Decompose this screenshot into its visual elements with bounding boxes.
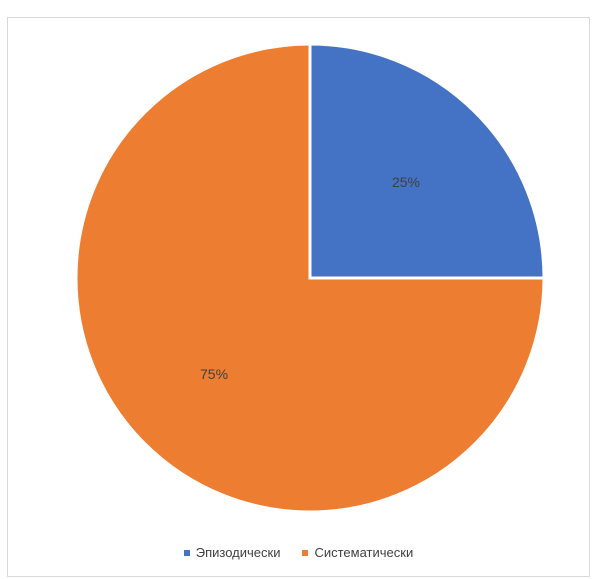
pie-slice-systematic: [74, 42, 546, 514]
chart-area: 25% 75% Эпизодически Систематически: [7, 17, 590, 577]
legend-swatch-systematic: [302, 549, 309, 556]
chart-legend: Эпизодически Систематически: [8, 545, 589, 560]
legend-label-episodic: Эпизодически: [195, 545, 281, 560]
legend-swatch-episodic: [183, 549, 190, 556]
pie-chart: 25% 75%: [74, 42, 546, 514]
data-label-episodic: 25%: [392, 174, 420, 190]
legend-item-episodic: Эпизодически: [183, 545, 281, 560]
data-label-systematic: 75%: [200, 366, 228, 382]
legend-item-systematic: Систематически: [302, 545, 413, 560]
legend-label-systematic: Систематически: [314, 545, 414, 560]
pie-slice-episodic: [308, 42, 546, 280]
